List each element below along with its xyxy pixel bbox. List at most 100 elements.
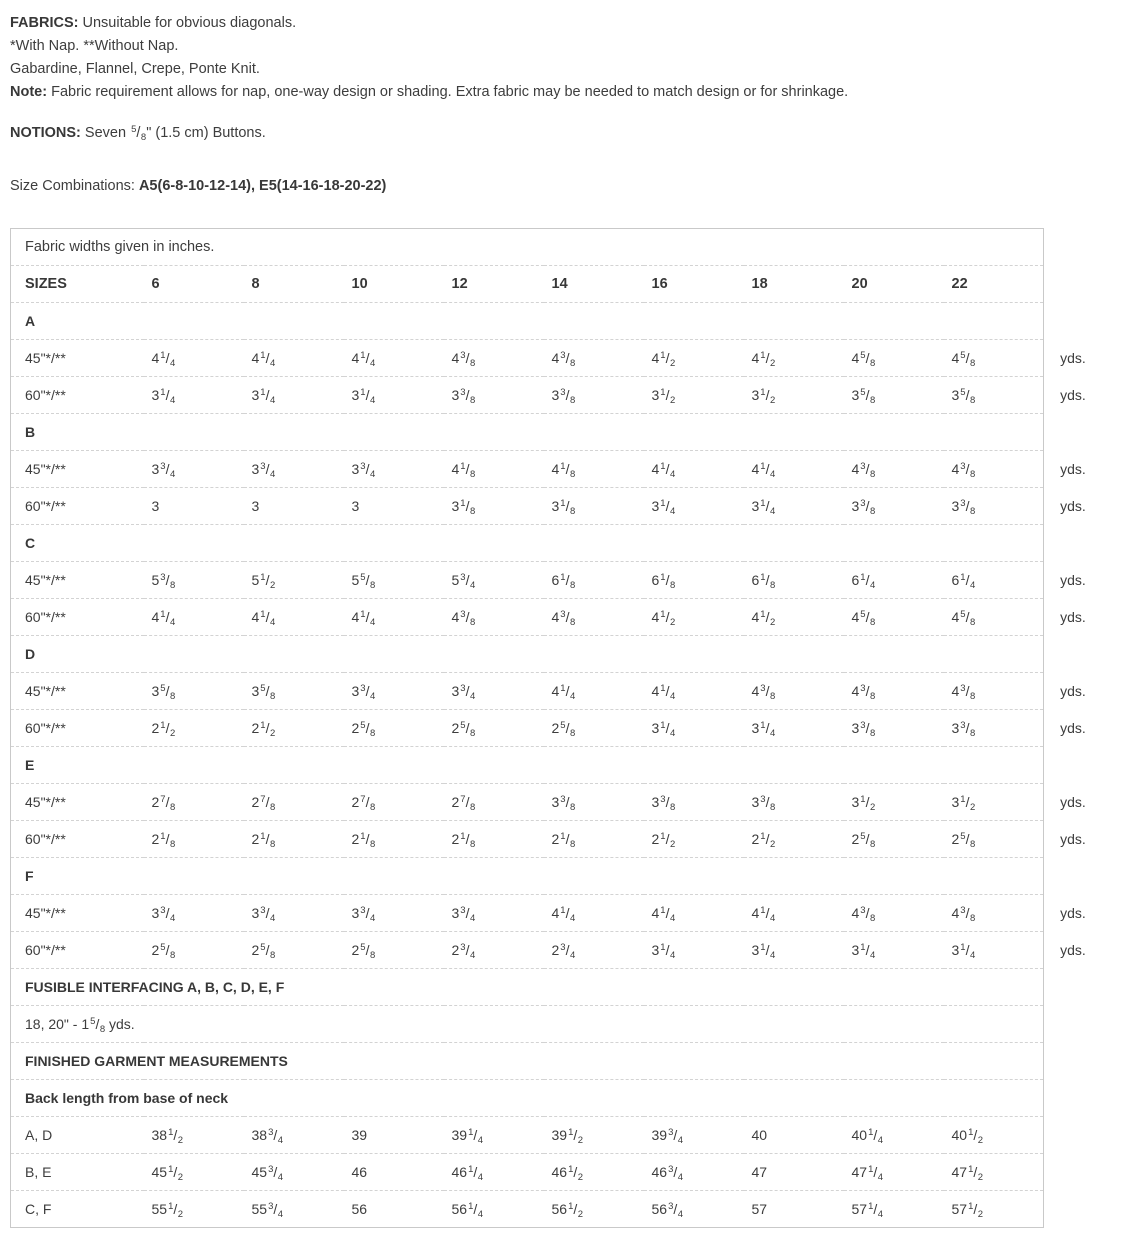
finished-measurements-title: FINISHED GARMENT MEASUREMENTS bbox=[9, 1042, 1045, 1080]
yardage-value: 33/8 bbox=[543, 376, 644, 414]
yardage-value: 61/4 bbox=[943, 561, 1045, 599]
yardage-value: 61/8 bbox=[643, 561, 744, 599]
measurement-value: 40 bbox=[743, 1116, 844, 1154]
yardage-value: 33/8 bbox=[643, 783, 744, 821]
row-label: 60"*/** bbox=[10, 598, 144, 636]
yardage-value: 21/8 bbox=[543, 820, 644, 858]
note-line: Note: Fabric requirement allows for nap,… bbox=[10, 81, 1130, 104]
spacer-cell bbox=[1044, 1043, 1131, 1080]
yardage-value: 23/4 bbox=[543, 931, 644, 969]
yardage-value: 41/8 bbox=[543, 450, 644, 488]
yardage-value: 25/8 bbox=[443, 709, 544, 747]
yardage-value: 33/8 bbox=[543, 783, 644, 821]
spacer-cell bbox=[1044, 747, 1131, 784]
yardage-value: 27/8 bbox=[143, 783, 244, 821]
unit-label: yds. bbox=[1060, 905, 1086, 921]
column-header: 12 bbox=[443, 265, 544, 303]
measurement-value: 401/4 bbox=[843, 1116, 944, 1154]
unit-label: yds. bbox=[1060, 831, 1086, 847]
measurement-value: 56 bbox=[343, 1190, 444, 1228]
yardage-value: 33/4 bbox=[143, 450, 244, 488]
yardage-value: 27/8 bbox=[443, 783, 544, 821]
measurement-value: 39 bbox=[343, 1116, 444, 1154]
intro-block: FABRICS: Unsuitable for obvious diagonal… bbox=[10, 12, 1130, 198]
yardage-value: 33/4 bbox=[443, 672, 544, 710]
unit-label: yds. bbox=[1060, 683, 1086, 699]
yardage-value: 41/4 bbox=[143, 598, 244, 636]
back-length-title: Back length from base of neck bbox=[9, 1079, 1045, 1117]
measurement-row-label: B, E bbox=[10, 1153, 144, 1191]
measurement-value: 391/4 bbox=[443, 1116, 544, 1154]
yardage-value: 43/8 bbox=[943, 672, 1045, 710]
spacer-cell bbox=[1044, 858, 1131, 895]
yardage-value: 33/4 bbox=[343, 672, 444, 710]
yardage-value: 41/4 bbox=[743, 894, 844, 932]
measurement-value: 553/4 bbox=[243, 1190, 344, 1228]
measurement-value: 561/4 bbox=[443, 1190, 544, 1228]
unit-label: yds. bbox=[1060, 942, 1086, 958]
measurement-value: 571/2 bbox=[943, 1190, 1045, 1228]
spacer-cell bbox=[1044, 969, 1131, 1006]
yardage-value: 43/8 bbox=[743, 672, 844, 710]
unit-label: yds. bbox=[1060, 498, 1086, 514]
measurement-row-label: C, F bbox=[10, 1190, 144, 1228]
fabrics-text: Unsuitable for obvious diagonals. bbox=[78, 15, 297, 31]
note-text: Fabric requirement allows for nap, one-w… bbox=[47, 84, 849, 100]
yardage-value: 33/4 bbox=[343, 894, 444, 932]
yardage-value: 25/8 bbox=[343, 931, 444, 969]
yardage-value: 21/2 bbox=[643, 820, 744, 858]
measurement-value: 561/2 bbox=[543, 1190, 644, 1228]
yardage-value: 27/8 bbox=[343, 783, 444, 821]
measurement-value: 563/4 bbox=[643, 1190, 744, 1228]
yardage-value: 55/8 bbox=[343, 561, 444, 599]
spacer-cell bbox=[1044, 636, 1131, 673]
measurement-value: 461/2 bbox=[543, 1153, 644, 1191]
spacer-cell bbox=[1044, 1006, 1131, 1043]
size-combinations-line: Size Combinations: A5(6-8-10-12-14), E5(… bbox=[10, 175, 1130, 198]
yardage-value: 45/8 bbox=[943, 339, 1045, 377]
yardage-value: 41/2 bbox=[643, 339, 744, 377]
yardage-value: 41/2 bbox=[643, 598, 744, 636]
spacer-cell bbox=[1044, 1117, 1131, 1154]
yardage-value: 61/8 bbox=[543, 561, 644, 599]
yardage-value: 31/4 bbox=[643, 931, 744, 969]
yardage-value: 43/8 bbox=[843, 894, 944, 932]
yardage-value: 43/8 bbox=[443, 339, 544, 377]
measurement-value: 381/2 bbox=[143, 1116, 244, 1154]
fabric-table: Fabric widths given in inches. SIZES 6 8 10 1… bbox=[9, 228, 1131, 1228]
measurement-value: 47 bbox=[743, 1153, 844, 1191]
measurement-value: 551/2 bbox=[143, 1190, 244, 1228]
size-combinations-label: Size Combinations: bbox=[10, 178, 139, 194]
column-header: 6 bbox=[143, 265, 244, 303]
yardage-value: 35/8 bbox=[943, 376, 1045, 414]
yardage-value: 31/8 bbox=[443, 487, 544, 525]
yardage-value: 21/8 bbox=[143, 820, 244, 858]
yardage-value: 43/8 bbox=[543, 339, 644, 377]
yardage-value: 51/2 bbox=[243, 561, 344, 599]
measurement-value: 451/2 bbox=[143, 1153, 244, 1191]
unit-label: yds. bbox=[1060, 572, 1086, 588]
yardage-value: 31/4 bbox=[743, 931, 844, 969]
yardage-value: 25/8 bbox=[543, 709, 644, 747]
spacer-cell bbox=[1044, 1080, 1131, 1117]
unit-label: yds. bbox=[1060, 609, 1086, 625]
note-label: Note: bbox=[10, 84, 48, 100]
yardage-value: 3 bbox=[243, 487, 344, 525]
yardage-value: 53/4 bbox=[443, 561, 544, 599]
yardage-value: 45/8 bbox=[943, 598, 1045, 636]
yardage-value: 33/4 bbox=[443, 894, 544, 932]
notions-line: NOTIONS: Seven 5/8" (1.5 cm) Buttons. bbox=[10, 122, 1130, 145]
spacer-cell bbox=[1044, 1191, 1131, 1228]
yardage-value: 33/8 bbox=[843, 487, 944, 525]
measurement-value: 471/4 bbox=[843, 1153, 944, 1191]
measurement-value: 401/2 bbox=[943, 1116, 1045, 1154]
column-header: 16 bbox=[643, 265, 744, 303]
measurement-value: 461/4 bbox=[443, 1153, 544, 1191]
yardage-value: 23/4 bbox=[443, 931, 544, 969]
yardage-value: 31/4 bbox=[843, 931, 944, 969]
measurement-value: 383/4 bbox=[243, 1116, 344, 1154]
row-label: 45"*/** bbox=[10, 339, 144, 377]
fabric-table-body: Fabric widths given in inches. SIZES 6 8 10 1… bbox=[9, 228, 1131, 1228]
row-label: 60"*/** bbox=[10, 820, 144, 858]
